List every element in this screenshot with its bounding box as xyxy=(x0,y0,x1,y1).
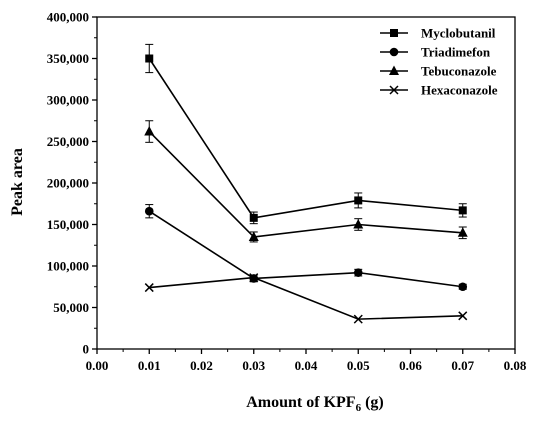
legend-label: Triadimefon xyxy=(421,45,491,60)
data-point xyxy=(144,126,155,136)
y-tick-label: 200,000 xyxy=(47,176,89,191)
y-tick-label: 100,000 xyxy=(47,259,89,274)
x-tick-label: 0.03 xyxy=(242,358,265,373)
data-point xyxy=(353,314,363,324)
legend-label: Myclobutanil xyxy=(421,26,496,41)
plot-area: 0 50,000 100,000 150,000 200,000 250,000 300,0… xyxy=(47,10,527,374)
x-tick-label: 0.04 xyxy=(295,358,318,373)
y-tick-label: 0 xyxy=(83,342,90,357)
y-tick-label: 400,000 xyxy=(47,10,89,25)
data-point xyxy=(353,268,363,277)
x-tick-label: 0.08 xyxy=(504,358,527,373)
y-tick-label: 300,000 xyxy=(47,93,89,108)
data-point xyxy=(458,206,467,215)
legend-label: Tebuconazole xyxy=(421,64,497,79)
data-point xyxy=(249,273,259,283)
data-point xyxy=(353,219,364,229)
data-point xyxy=(144,206,154,216)
series-line xyxy=(149,276,463,320)
legend-marker xyxy=(389,47,399,57)
y-axis-label: Peak area xyxy=(9,148,26,216)
y-tick-label: 50,000 xyxy=(53,300,89,315)
x-axis-label-subscript: 6 xyxy=(356,402,362,414)
x-axis-label-main: Amount of KPF xyxy=(246,394,356,411)
x-tick-label: 0.07 xyxy=(451,358,474,373)
data-point xyxy=(144,283,154,293)
data-point xyxy=(354,196,363,205)
series-line xyxy=(148,130,463,238)
y-tick-label: 250,000 xyxy=(47,134,89,149)
legend-marker xyxy=(389,65,399,75)
series-line xyxy=(148,58,463,219)
legend-label: Hexaconazole xyxy=(421,83,498,98)
data-point xyxy=(248,231,259,241)
series-line xyxy=(148,210,463,288)
x-tick-label: 0.00 xyxy=(86,358,109,373)
data-point xyxy=(249,213,258,222)
x-tick-label: 0.01 xyxy=(138,358,161,373)
data-point xyxy=(458,311,468,321)
y-tick-label: 150,000 xyxy=(47,217,89,232)
legend: Myclobutanil Triadimefon Tebuconazole Hexac… xyxy=(380,26,498,98)
x-tick-label: 0.05 xyxy=(347,358,370,373)
data-point xyxy=(458,282,468,292)
x-axis-label-tail: (g) xyxy=(361,394,384,411)
data-point xyxy=(457,227,468,237)
y-tick-label: 350,000 xyxy=(47,51,89,66)
x-tick-label: 0.06 xyxy=(399,358,422,373)
legend-marker xyxy=(389,85,399,95)
data-point xyxy=(145,54,154,63)
x-tick-label: 0.02 xyxy=(190,358,213,373)
legend-marker xyxy=(390,29,398,37)
x-axis-label: Amount of KPF6 (g) xyxy=(246,394,383,414)
